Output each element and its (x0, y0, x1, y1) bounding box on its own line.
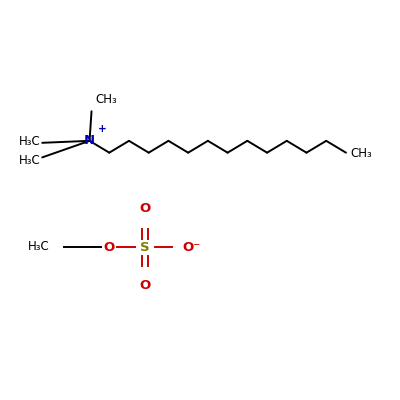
Text: S: S (140, 241, 150, 254)
Text: CH₃: CH₃ (96, 93, 117, 106)
Text: O: O (139, 202, 150, 215)
Text: O: O (139, 279, 150, 292)
Text: H₃C: H₃C (18, 154, 40, 167)
Text: N: N (84, 134, 95, 147)
Text: H₃C: H₃C (28, 240, 50, 253)
Text: O: O (104, 241, 115, 254)
Text: O⁻: O⁻ (182, 241, 200, 254)
Text: H₃C: H₃C (18, 135, 40, 148)
Text: CH₃: CH₃ (350, 147, 372, 160)
Text: +: + (98, 124, 107, 134)
